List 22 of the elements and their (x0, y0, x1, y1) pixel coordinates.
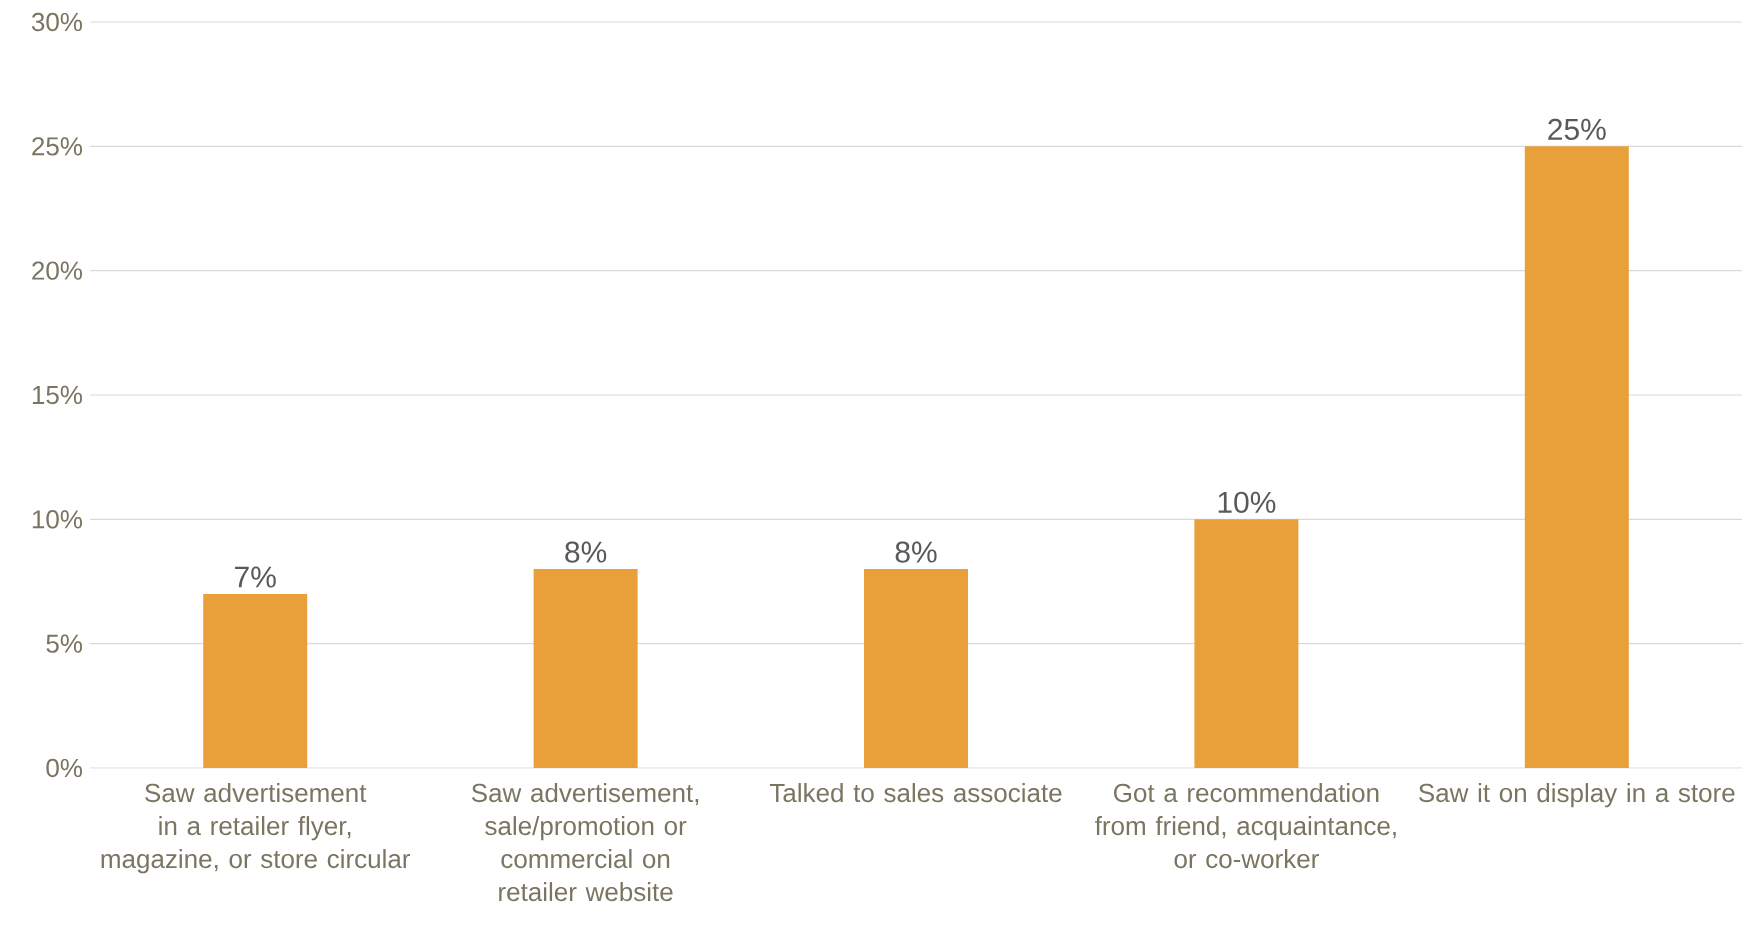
bar (203, 593, 308, 768)
data-label: 7% (235, 566, 276, 588)
data-label: 10% (1218, 491, 1276, 513)
bar (533, 569, 638, 768)
x-tick-label: Saw advertisement in a retailer flyer, magazine, or store circular (101, 783, 411, 874)
x-tick-label: Saw advertisement, sale/promotion or commercial on retailer website (471, 783, 699, 902)
y-tick-label: 0% (46, 758, 83, 778)
x-tick-label: Talked to sales associate (769, 783, 1062, 803)
y-tick-label: 10% (32, 510, 83, 529)
bar (1524, 146, 1629, 768)
x-tick-label: Got a recommendation from friend, acquaintance, or co-worker (1095, 783, 1396, 869)
bar (864, 569, 969, 768)
x-tick-label: Saw it on display in a store (1419, 783, 1735, 808)
data-label: 8% (895, 541, 937, 563)
data-label: 25% (1548, 118, 1606, 140)
y-tick-label: 30% (31, 12, 83, 32)
y-tick-label: 25% (32, 137, 83, 156)
data-label: 8% (565, 541, 607, 563)
y-tick-label: 20% (32, 261, 83, 280)
y-tick-label: 5% (46, 634, 83, 653)
y-tick-label: 15% (32, 385, 83, 405)
bar (1194, 519, 1299, 768)
